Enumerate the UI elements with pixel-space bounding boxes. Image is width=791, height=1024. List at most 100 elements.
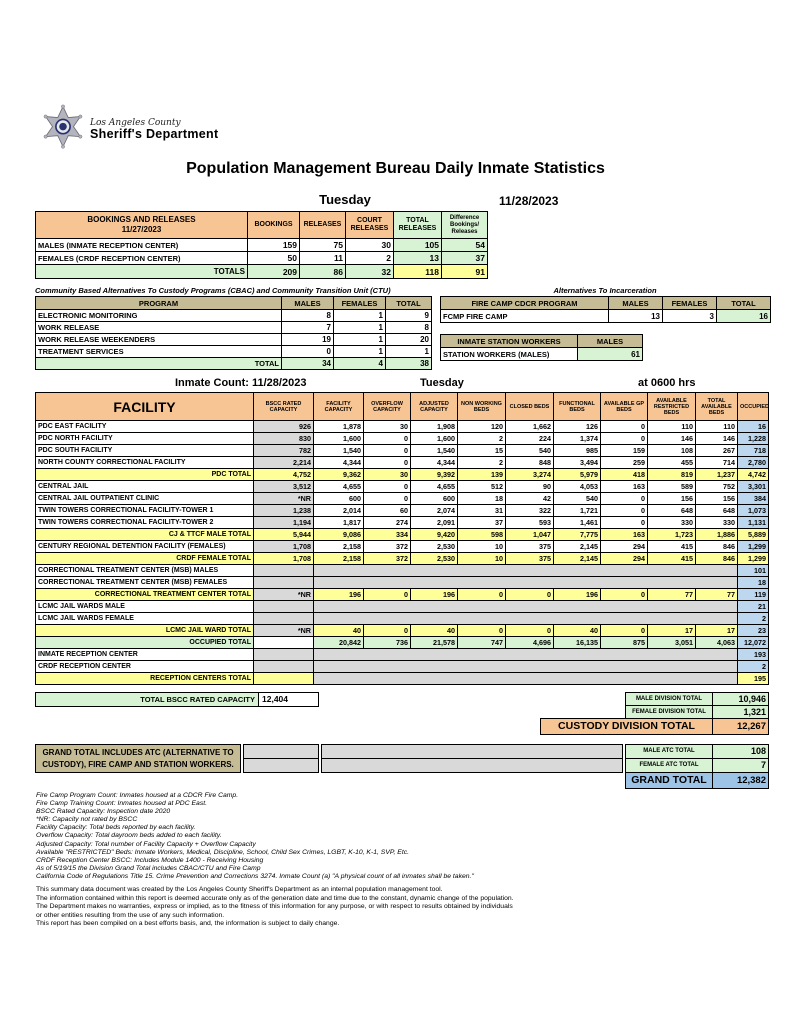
stat-cell: 5,979 — [553, 468, 601, 481]
stat-cell: 846 — [695, 540, 738, 553]
stat-cell: 17 — [647, 624, 696, 637]
facility-label: CJ & TTCF MALE TOTAL — [35, 528, 254, 541]
spacer-cell — [321, 758, 623, 773]
facility-row: PDC SOUTH FACILITY 782 1,540 0 1,540 15 540 985… — [35, 444, 769, 457]
occupied-cell: 18 — [737, 576, 769, 589]
custody-division-total-label: CUSTODY DIVISION TOTAL — [540, 718, 713, 735]
male-atc-total-value: 108 — [712, 744, 769, 759]
grand-total-note: GRAND TOTAL INCLUDES ATC (ALTERNATIVE TO… — [35, 744, 241, 773]
bscc-cell — [253, 600, 314, 613]
stat-cell: 0 — [363, 432, 411, 445]
stat-cell: 415 — [647, 540, 696, 553]
bookings-header-row: BOOKINGS AND RELEASES 11/27/2023 BOOKING… — [35, 211, 488, 239]
cbac-row: WORK RELEASE 7 1 8 — [35, 321, 432, 334]
stat-cell: 159 — [600, 444, 648, 457]
row-label: TREATMENT SERVICES — [35, 345, 282, 358]
occupied-cell: 101 — [737, 564, 769, 577]
stat-cell: 146 — [647, 432, 696, 445]
stat-cell: 2 — [457, 432, 506, 445]
occupied-cell: 21 — [737, 600, 769, 613]
stat-cell: 40 — [313, 624, 364, 637]
stat-cell: 819 — [647, 468, 696, 481]
stat-cell: 9 — [385, 309, 432, 322]
stat-cell: 163 — [600, 528, 648, 541]
occupied-cell: 1,299 — [737, 540, 769, 553]
grand-total-value: 12,382 — [712, 772, 769, 789]
total-nr-row: CORRECTIONAL TREATMENT CENTER TOTAL *NR 19… — [35, 588, 769, 601]
stat-cell: 418 — [600, 468, 648, 481]
stat-cell: 593 — [505, 516, 554, 529]
stat-cell: 2,530 — [410, 552, 458, 565]
stat-cell: 224 — [505, 432, 554, 445]
occupied-cell: 1,299 — [737, 552, 769, 565]
stat-cell: 1 — [333, 309, 386, 322]
bscc-cell — [253, 564, 314, 577]
bscc-cell: *NR — [253, 624, 314, 637]
facility-row: PDC EAST FACILITY 926 1,878 30 1,908 120 1,662… — [35, 420, 769, 433]
span-row: LCMC JAIL WARDS MALE 21 — [35, 600, 769, 613]
cbac-row: WORK RELEASE WEEKENDERS 19 1 20 — [35, 333, 432, 346]
occupied-cell: 2,780 — [737, 456, 769, 469]
occupied-cell: 1,228 — [737, 432, 769, 445]
stat-cell: 0 — [363, 588, 411, 601]
stat-cell: 90 — [505, 480, 554, 493]
span-total-row: RECEPTION CENTERS TOTAL 195 — [35, 672, 769, 685]
stat-cell: 2,530 — [410, 540, 458, 553]
bscc-cell: 926 — [253, 420, 314, 433]
bookings-title: BOOKINGS AND RELEASES — [87, 215, 196, 224]
occupied-cell: 5,889 — [737, 528, 769, 541]
spacer-cell — [321, 744, 623, 759]
bscc-cell: 3,512 — [253, 480, 314, 493]
stat-cell: 372 — [363, 552, 411, 565]
bscc-cell: 782 — [253, 444, 314, 457]
bookings-day: Tuesday — [319, 192, 371, 207]
facility-label: CENTRAL JAIL OUTPATIENT CLINIC — [35, 492, 254, 505]
stat-cell: 334 — [363, 528, 411, 541]
facility-label: PDC TOTAL — [35, 468, 254, 481]
stat-cell: 37 — [457, 516, 506, 529]
stat-cell: 0 — [363, 480, 411, 493]
bscc-cell: 2,214 — [253, 456, 314, 469]
stat-cell: 589 — [647, 480, 696, 493]
stat-cell: 1,461 — [553, 516, 601, 529]
stat-cell: 1,908 — [410, 420, 458, 433]
stat-cell: 0 — [600, 432, 648, 445]
fire-camp-table: FIRE CAMP CDCR PROGRAM MALES FEMALES TOT… — [440, 296, 771, 323]
stat-cell: 1,600 — [313, 432, 364, 445]
stat-cell: 0 — [505, 624, 554, 637]
stat-cell: 11 — [299, 251, 346, 265]
row-label: MALES (INMATE RECEPTION CENTER) — [35, 238, 248, 252]
facility-label: CORRECTIONAL TREATMENT CENTER (MSB) FEMA… — [35, 576, 254, 589]
facility-label: TWIN TOWERS CORRECTIONAL FACILITY-TOWER … — [35, 516, 254, 529]
page-title: Population Management Bureau Daily Inmat… — [186, 160, 605, 177]
stat-cell: 163 — [600, 480, 648, 493]
merged-cell — [313, 564, 738, 577]
facility-label: PDC NORTH FACILITY — [35, 432, 254, 445]
sheriff-logo: Los Angeles County Sheriff's Department — [42, 104, 218, 150]
text-line: Fire Camp Program Count: Inmates housed … — [36, 792, 239, 799]
stat-cell: 17 — [695, 624, 738, 637]
col-closed-beds: CLOSED BEDS — [505, 392, 554, 421]
spacer-cell — [243, 758, 319, 773]
stat-cell: 1,721 — [553, 504, 601, 517]
logo-department: Sheriff's Department — [90, 127, 219, 141]
male-atc-total-label: MALE ATC TOTAL — [625, 744, 713, 759]
facility-label: OCCUPIED TOTAL — [35, 636, 254, 649]
stat-cell: 2 — [345, 251, 394, 265]
stat-cell: 330 — [647, 516, 696, 529]
stat-cell: 0 — [457, 624, 506, 637]
facility-row: TWIN TOWERS CORRECTIONAL FACILITY-TOWER … — [35, 516, 769, 529]
inmate-count-time: at 0600 hrs — [638, 377, 696, 389]
stat-cell: 86 — [299, 264, 346, 279]
facility-label: CORRECTIONAL TREATMENT CENTER (MSB) MALE… — [35, 564, 254, 577]
cbac-title: Community Based Alternatives To Custody … — [35, 286, 391, 295]
occupied-cell: 193 — [737, 648, 769, 661]
span-row: LCMC JAIL WARDS FEMALE 2 — [35, 612, 769, 625]
stat-cell: 4,655 — [410, 480, 458, 493]
facility-header-row: FACILITY BSCC RATED CAPACITY FACILITY CA… — [35, 392, 769, 421]
facility-label: CENTURY REGIONAL DETENTION FACILITY (FEM… — [35, 540, 254, 553]
custody-division-total-value: 12,267 — [712, 718, 769, 735]
occupied-cell: 12,072 — [737, 636, 769, 649]
stat-cell: 42 — [505, 492, 554, 505]
